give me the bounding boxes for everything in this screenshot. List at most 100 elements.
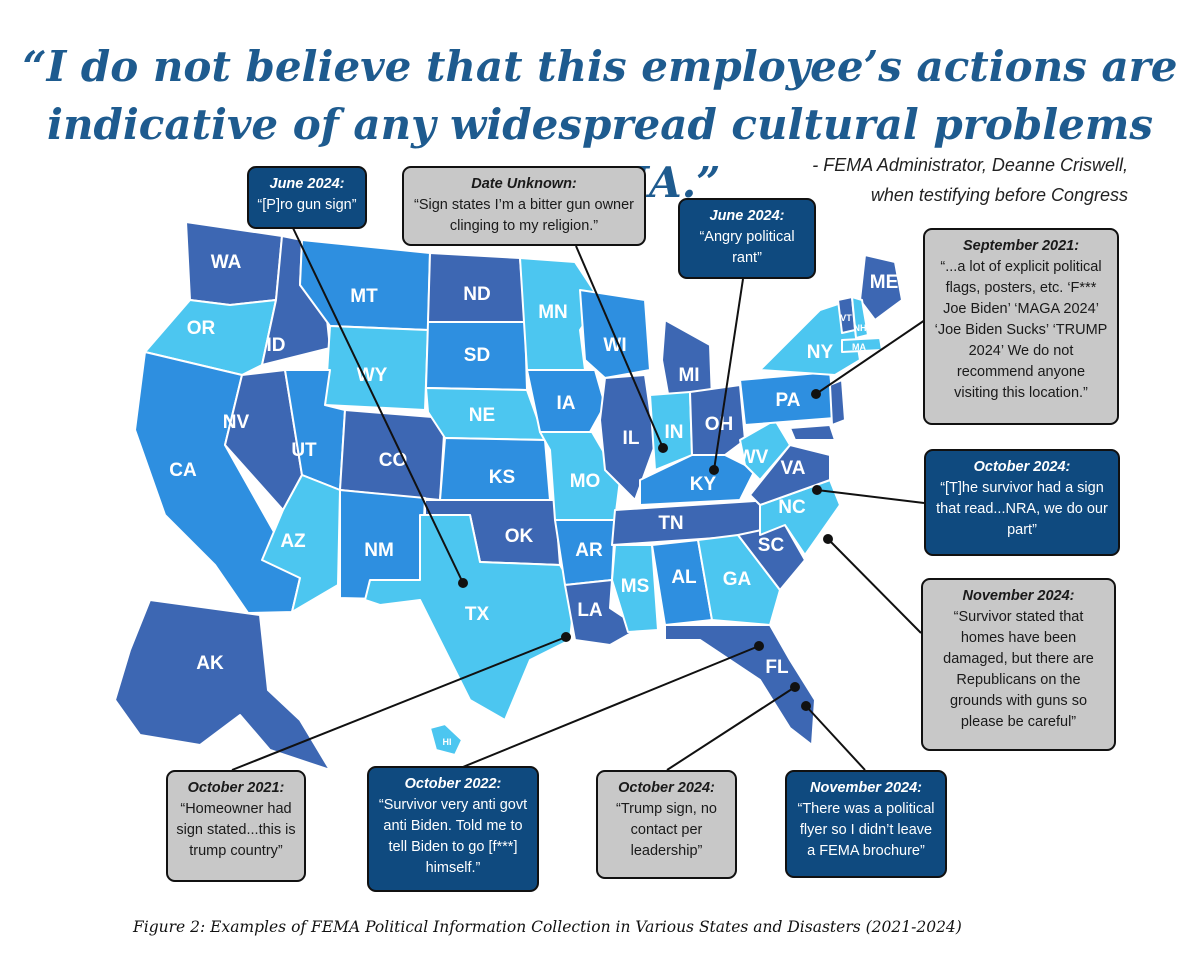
state-fl [664,624,816,746]
connector-c10 [805,705,866,771]
state-label-pa: PA [776,390,801,411]
title-line-2: indicative of any widespread cultural pr… [46,100,1153,207]
state-me [859,254,903,321]
callout-heading: October 2024: [618,780,715,796]
attribution-line-2: when testifying before Congress [870,185,1128,205]
marker-c3 [709,465,719,475]
callout-text: “...a lot of explicit political flags, p… [934,259,1108,401]
connector-c5 [816,489,925,504]
connector-c1 [292,227,464,584]
state-label-mi: MI [678,365,699,386]
callout-text: “Survivor very anti govt anti Biden. Tol… [378,797,528,876]
state-wi [579,289,651,379]
marker-c5 [812,485,822,495]
figure-caption: Figure 2: Examples of FEMA Political Inf… [133,918,962,936]
state-ga [697,534,781,626]
state-label-or: OR [187,318,216,339]
connector-c3 [713,278,744,471]
callout-heading: October 2022: [404,776,502,792]
connector-c6 [827,538,922,634]
marker-c10 [801,701,811,711]
marker-c6 [823,534,833,544]
state-il [599,374,656,501]
callout-october-2024-trump-sign: October 2024: “Trump sign, no contact pe… [596,770,737,879]
state-nj [829,379,846,426]
callout-heading: October 2024: [973,459,1071,475]
callout-text: “[P]ro gun sign” [257,197,357,213]
callout-text: “Homeowner had sign stated...this is tru… [176,801,296,859]
callout-text: “Survivor stated that homes have been da… [943,609,1094,730]
state-label-va: VA [781,458,806,479]
state-label-mt: MT [350,286,378,307]
state-md [789,424,836,441]
state-label-vt: VT [840,313,852,323]
state-label-wv: WV [738,447,769,468]
state-label-ar: AR [575,540,603,561]
callout-heading: Date Unknown: [471,176,577,192]
state-oh [689,384,746,456]
connector-c7 [231,636,567,771]
state-label-ne: NE [469,405,495,426]
callout-october-2024-nra: October 2024: “[T]he survivor had a sign… [924,449,1120,556]
connector-c9 [666,686,796,771]
state-tx [364,514,576,721]
state-label-ok: OK [505,526,534,547]
state-label-id: ID [267,335,286,356]
page-title: “I do not believe that this employee’s a… [20,38,1180,212]
connector-c2 [575,245,664,449]
state-label-wa: WA [211,252,242,273]
state-ia [526,369,606,433]
state-ak [114,599,331,771]
state-label-ca: CA [169,460,197,481]
callout-date-unknown: Date Unknown: “Sign states I’m a bitter … [402,166,646,246]
state-label-nv: NV [223,412,250,433]
callout-heading: November 2024: [809,780,923,796]
marker-c2 [658,443,668,453]
state-label-sd: SD [464,345,490,366]
state-label-az: AZ [280,531,306,552]
callout-september-2021: September 2021: “...a lot of explicit po… [923,228,1119,425]
connector-c4 [815,319,926,395]
marker-c4 [811,389,821,399]
state-label-hi: HI [443,737,452,747]
callout-heading: September 2021: [962,238,1080,254]
state-label-in: IN [665,422,684,443]
connector-c8 [457,645,760,770]
callout-text: “Angry political rant” [699,229,795,266]
callout-text: “There was a political flyer so I didn’t… [797,801,935,859]
state-label-co: CO [379,450,408,471]
state-label-fl: FL [765,657,789,678]
state-label-il: IL [623,428,640,449]
state-label-nc: NC [778,497,806,518]
callout-heading: October 2021: [187,780,285,796]
state-label-tx: TX [465,604,490,625]
callout-october-2022: October 2022: “Survivor very anti govt a… [367,766,539,892]
state-label-ut: UT [291,440,317,461]
state-label-ia: IA [557,393,576,414]
state-label-la: LA [577,600,603,621]
callout-text: “Sign states I’m a bitter gun owner clin… [413,197,635,234]
title-line-1: “I do not believe that this employee’s a… [22,42,1178,91]
callout-text: “Trump sign, no contact per leadership” [616,801,717,859]
state-label-nm: NM [364,540,394,561]
callout-heading: November 2024: [962,588,1075,604]
marker-c1 [458,578,468,588]
callout-june-2024-gun-sign: June 2024: “[P]ro gun sign” [247,166,367,229]
state-label-ak: AK [196,653,224,674]
callout-text: “[T]he survivor had a sign that read...N… [936,480,1108,538]
state-label-mn: MN [538,302,568,323]
state-label-ga: GA [723,569,752,590]
state-label-oh: OH [705,414,734,435]
state-label-nh: NH [854,323,867,333]
callout-heading: June 2024: [709,208,785,224]
callout-heading: June 2024: [269,176,345,192]
callout-november-2024-flyer: November 2024: “There was a political fl… [785,770,947,878]
attribution-line-1: - FEMA Administrator, Deanne Criswell, [812,155,1128,175]
state-label-ms: MS [621,576,650,597]
state-az [261,474,341,613]
state-label-nd: ND [463,284,490,305]
state-label-wy: WY [357,365,388,386]
quote-attribution: - FEMA Administrator, Deanne Criswell, w… [812,150,1128,210]
state-label-al: AL [671,567,697,588]
state-label-ky: KY [690,474,717,495]
